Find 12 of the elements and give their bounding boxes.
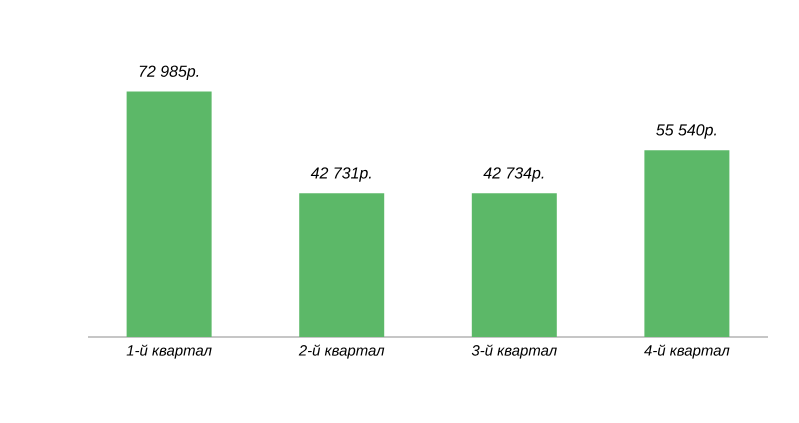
data-label: 55 540р.: [656, 124, 716, 139]
bar: [126, 92, 212, 337]
data-label: 42 734р.: [483, 167, 544, 182]
x-tick-label: 2-й квартал: [298, 344, 384, 359]
x-tick-label: 3-й квартал: [472, 344, 557, 359]
data-label: 72 985р.: [140, 66, 198, 80]
bar: [299, 193, 384, 337]
x-tick-label: 4-й квартал: [644, 344, 730, 359]
bar: [472, 193, 557, 337]
x-tick-label: 1-й квартал: [126, 344, 212, 359]
data-label: 42 731р.: [310, 167, 371, 182]
bar: [644, 150, 730, 337]
